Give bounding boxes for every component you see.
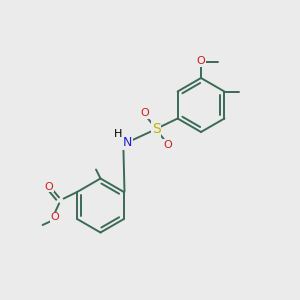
Text: O: O [140,108,149,118]
Text: O: O [50,212,59,223]
Text: O: O [163,140,172,150]
Text: O: O [44,182,53,192]
Text: O: O [196,56,206,67]
Text: H: H [114,129,123,139]
Text: N: N [123,136,132,149]
Text: S: S [152,122,160,136]
